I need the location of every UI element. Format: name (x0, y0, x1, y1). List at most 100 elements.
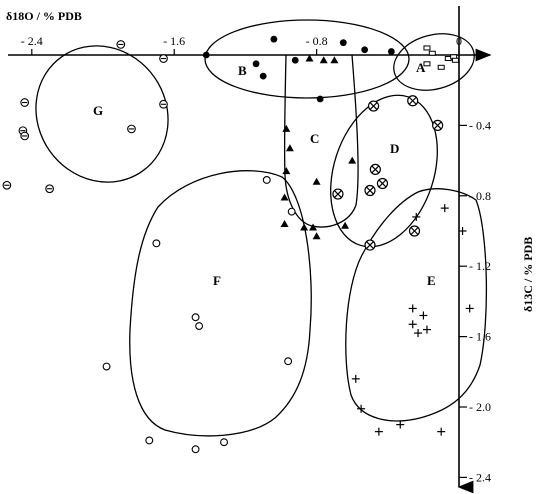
data-point-c (285, 144, 294, 152)
data-point-c (280, 219, 289, 227)
x-tick-label: 0 (456, 34, 462, 48)
y-axis-title: δ13C / % PDB (521, 237, 535, 312)
data-point-e (422, 325, 431, 334)
data-point-e (414, 329, 423, 338)
data-point-e (465, 304, 474, 313)
data-points (2, 35, 474, 454)
group-labels: A B C D E F G (93, 60, 436, 288)
data-point-e (408, 320, 417, 329)
data-point-d (432, 119, 444, 132)
x-tick-label: - 2.4 (21, 34, 43, 48)
data-point-f (191, 445, 200, 454)
data-point-b (339, 39, 347, 47)
data-point-c (312, 177, 321, 185)
data-point-f (195, 322, 204, 330)
data-point-e (412, 212, 421, 221)
y-tick-label: - 2.4 (469, 470, 491, 484)
envelope-a (393, 33, 475, 91)
data-point-e (440, 204, 449, 213)
y-tick-label: - 2.0 (469, 400, 491, 414)
group-label-e: E (427, 273, 436, 288)
envelope-g (35, 45, 169, 183)
data-point-f (220, 438, 228, 447)
group-label-f: F (213, 273, 221, 288)
y-tick-label: - 0.8 (469, 189, 491, 203)
data-point-e (396, 420, 405, 429)
x-tick-label: - 1.6 (163, 34, 185, 48)
data-point-d (367, 100, 380, 112)
data-point-d (376, 177, 389, 190)
x-axis-title: δ18O / % PDB (6, 9, 82, 23)
group-label-b: B (238, 63, 247, 78)
data-point-g (159, 99, 168, 109)
data-point-b (202, 51, 210, 59)
envelope-d (330, 94, 438, 248)
data-point-b (316, 95, 324, 103)
data-point-b (291, 56, 299, 64)
y-tick-label: - 1.2 (469, 259, 491, 273)
data-point-b (361, 46, 369, 54)
data-point-f (145, 436, 154, 445)
group-label-c: C (310, 131, 319, 146)
data-point-g (20, 98, 30, 107)
y-tick-label: - 0.4 (469, 118, 491, 132)
data-point-d (364, 239, 376, 251)
group-label-g: G (93, 103, 103, 118)
data-point-c (305, 54, 314, 62)
data-point-e (458, 227, 467, 235)
group-label-a: A (416, 60, 426, 75)
data-point-a (423, 61, 431, 67)
data-point-e (374, 427, 383, 436)
data-point-g (127, 124, 136, 134)
data-point-b (252, 60, 260, 68)
envelope-c (283, 54, 359, 228)
group-label-d: D (390, 141, 399, 156)
data-point-f (287, 207, 296, 216)
data-point-f (284, 357, 293, 366)
data-point-d (369, 163, 381, 175)
data-point-b (387, 48, 395, 55)
data-point-g (116, 40, 126, 49)
data-point-e (408, 304, 417, 313)
data-point-a (451, 57, 459, 63)
data-point-e (351, 374, 360, 383)
data-point-c (300, 223, 309, 231)
data-point-g (20, 131, 30, 141)
data-point-e (357, 404, 366, 413)
data-point-a (428, 50, 436, 56)
data-point-d (408, 225, 421, 237)
envelope-b (204, 19, 410, 99)
data-point-f (191, 313, 200, 322)
data-point-b (270, 35, 278, 43)
data-point-f (262, 176, 271, 184)
x-tick-group: - 2.4 - 1.6 - 0.8 0 (21, 34, 462, 55)
data-point-b (259, 72, 267, 80)
y-tick-label: - 1.6 (469, 330, 491, 344)
data-point-c (280, 193, 289, 201)
data-point-g (2, 180, 12, 190)
data-point-g (45, 184, 54, 194)
data-point-c (282, 124, 291, 132)
data-point-d (407, 95, 419, 107)
data-point-c (309, 223, 318, 231)
data-point-g (159, 54, 168, 63)
data-point-f (102, 362, 111, 371)
data-point-e (419, 311, 428, 320)
data-point-c (282, 167, 291, 175)
data-point-c (348, 156, 357, 164)
data-point-c (312, 232, 321, 240)
data-point-e (437, 427, 446, 436)
envelope-f (129, 170, 312, 437)
x-tick-label: - 0.8 (306, 34, 328, 48)
data-point-c (330, 56, 339, 64)
data-point-a (437, 64, 445, 70)
data-point-c (319, 56, 328, 64)
envelope-e (345, 188, 488, 422)
data-point-d (364, 184, 376, 197)
group-envelopes (35, 19, 488, 437)
data-point-d (332, 188, 344, 200)
data-point-c (341, 221, 350, 229)
data-point-f (152, 239, 161, 248)
data-point-a (423, 45, 431, 51)
